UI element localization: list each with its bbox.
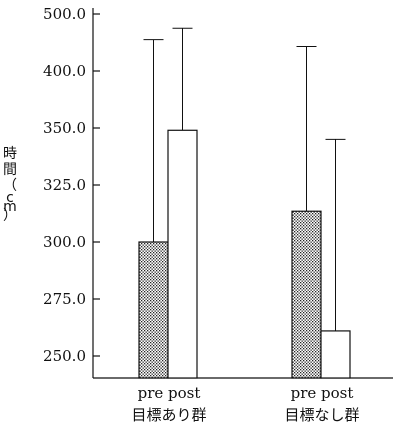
x-group-label: 目標あり群	[131, 406, 206, 424]
x-category-label: pre post	[291, 384, 354, 402]
bar-post	[167, 129, 198, 379]
y-tick-label: 500.0	[43, 5, 86, 23]
x-group-label: 目標なし群	[284, 406, 359, 424]
bar-pre	[291, 210, 322, 379]
y-tick-label: 400.0	[43, 62, 86, 80]
bar-post	[320, 330, 351, 379]
x-category-label: pre post	[138, 384, 201, 402]
y-tick-label: 300.0	[43, 233, 86, 251]
y-tick-label: 325.0	[43, 176, 86, 194]
y-tick-label: 250.0	[43, 347, 86, 365]
y-tick-label: 350.0	[43, 119, 86, 137]
bar-pre	[138, 241, 169, 379]
y-tick-label: 275.0	[43, 290, 86, 308]
y-axis-label: 時間（ c m）	[3, 146, 17, 224]
